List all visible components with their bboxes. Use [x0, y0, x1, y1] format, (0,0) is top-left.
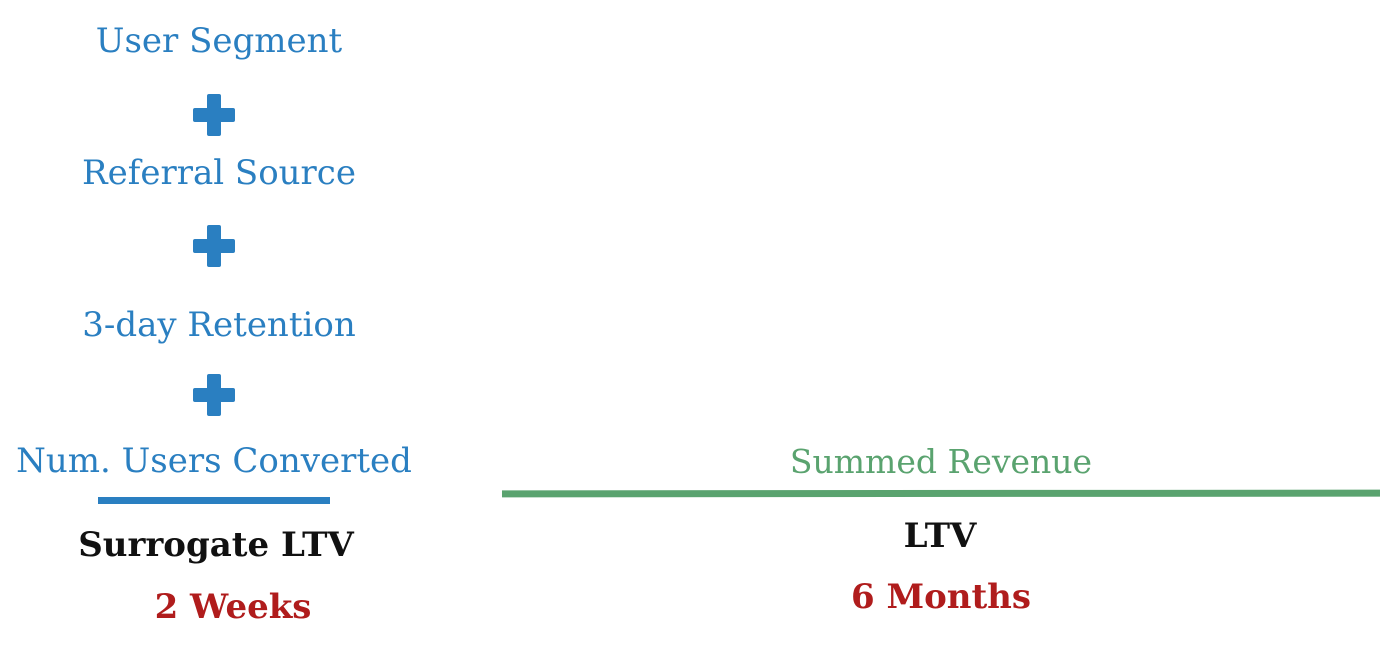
- plus-icon: [193, 225, 235, 267]
- plus-icon: [193, 94, 235, 136]
- plus-icon: [193, 374, 235, 416]
- input-3-day-retention: 3-day Retention: [82, 305, 356, 345]
- input-summed-revenue: Summed Revenue: [789, 442, 1093, 481]
- surrogate-ltv-label: Surrogate LTV: [78, 525, 354, 565]
- right-time-window: 6 Months: [850, 577, 1032, 617]
- input-user-segment: User Segment: [95, 21, 343, 61]
- input-referral-source: Referral Source: [82, 153, 356, 193]
- ltv-label: LTV: [903, 516, 977, 556]
- left-time-window: 2 Weeks: [154, 587, 312, 627]
- right-sum-bar: [501, 489, 1381, 498]
- left-sum-bar: [98, 497, 330, 504]
- input-num-users-converted: Num. Users Converted: [16, 441, 412, 481]
